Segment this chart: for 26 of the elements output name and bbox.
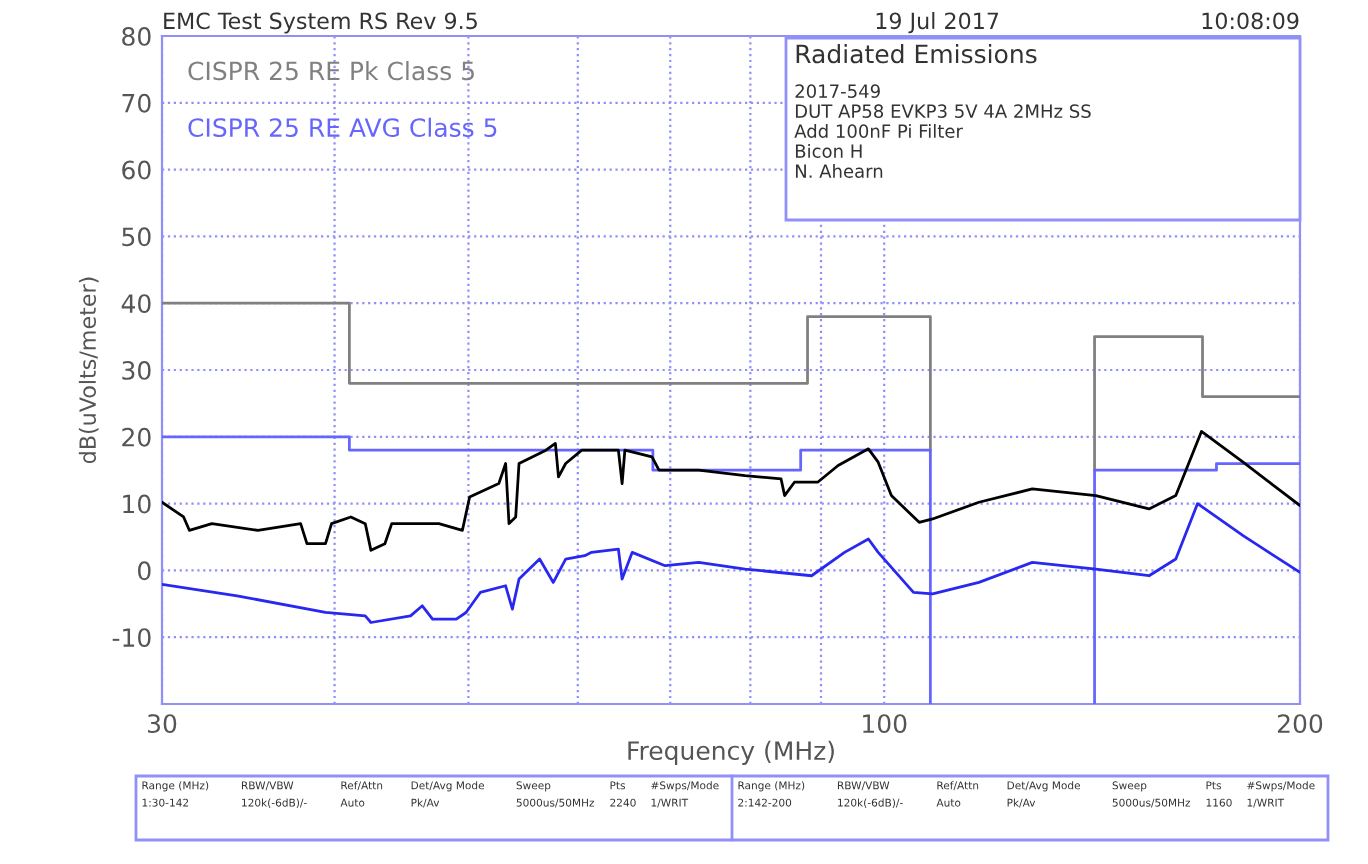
y-tick-label: 30 bbox=[122, 360, 151, 380]
x-tick-label: 30 bbox=[148, 714, 177, 734]
annotation: Bicon H bbox=[795, 144, 862, 158]
annotation: 2017-549 bbox=[795, 84, 880, 98]
text: 10:08:09 bbox=[1202, 12, 1299, 30]
y-tick-label: 40 bbox=[121, 294, 151, 314]
y-tick-label: 20 bbox=[122, 427, 151, 447]
y-tick-label: 10 bbox=[123, 494, 151, 514]
chart-title: Radiated Emissions bbox=[796, 44, 1037, 64]
y-tick-label: 0 bbox=[138, 561, 151, 581]
x-axis-title: Frequency (MHz) bbox=[628, 740, 834, 765]
x-tick-label: 200 bbox=[1277, 714, 1323, 734]
annotation: N. Ahearn bbox=[795, 164, 883, 178]
y-axis-title: dB(uVolts/meter) bbox=[78, 277, 99, 464]
y-tick-label: 80 bbox=[122, 26, 151, 46]
y-tick-label: 70 bbox=[122, 93, 151, 113]
annotation: Add 100nF Pi Filter bbox=[794, 124, 963, 138]
text: CISPR 25 RE Pk Class 5 bbox=[188, 61, 474, 81]
text: 19 Jul 2017 bbox=[876, 12, 999, 34]
text: CISPR 25 RE AVG Class 5 bbox=[188, 117, 497, 138]
y-tick-label: 50 bbox=[122, 227, 151, 247]
annotation: DUT AP58 EVKP3 5V 4A 2MHz SS bbox=[795, 104, 1091, 118]
x-tick-label: 100 bbox=[863, 714, 907, 734]
text: EMC Test System RS Rev 9.5 bbox=[164, 12, 477, 34]
y-tick-label: -10 bbox=[112, 628, 151, 648]
y-tick-label: 60 bbox=[122, 160, 151, 180]
